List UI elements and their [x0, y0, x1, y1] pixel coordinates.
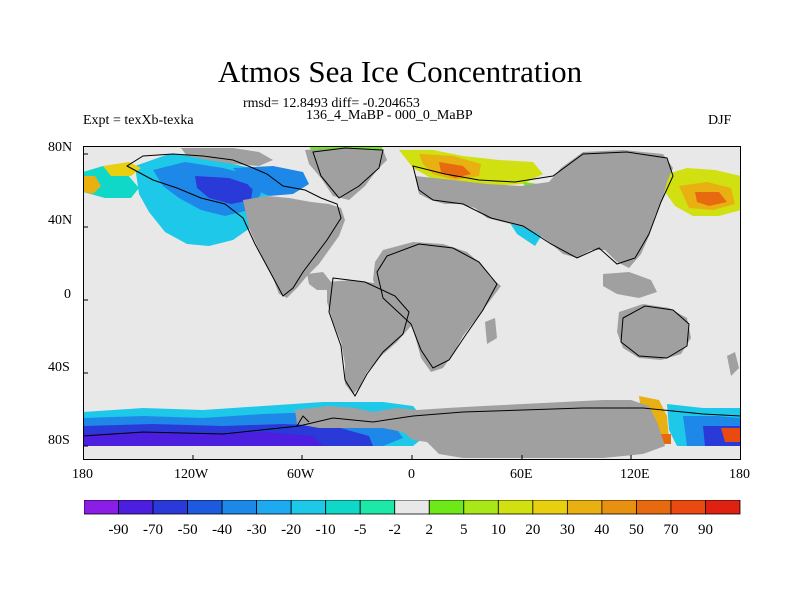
colorbar-box-5	[256, 500, 292, 515]
lon-tick-180e: 180	[729, 467, 750, 482]
colorbar-box-12	[497, 500, 534, 515]
okhotsk-anomaly-core	[695, 192, 727, 206]
colorbar-label-11: 10	[491, 522, 506, 538]
coast-antarctica	[83, 407, 741, 437]
colorbar-label-6: -10	[316, 522, 336, 538]
colorbar-label-16: 70	[663, 522, 678, 538]
land-mask	[181, 148, 739, 458]
lat-tick-80s: 80S	[48, 433, 70, 448]
southern-ocean-west-deep	[83, 432, 323, 446]
colorbar-label-0: -90	[109, 522, 129, 538]
colorbar-box-8	[359, 500, 396, 515]
colorbar-box-18	[705, 500, 741, 515]
coast-greenland	[312, 147, 384, 199]
lat-tick-40n: 40N	[48, 213, 73, 228]
colorbar-box-3	[187, 500, 223, 515]
colorbar-labels: -90 -70 -50 -40 -30 -20 -10 -5 -2 2 5 10 20 30 40 50 70 9…	[109, 522, 713, 538]
colorbar-label-12: 20	[525, 522, 540, 538]
colorbar-box-0	[84, 500, 119, 515]
colorbar-label-10: 5	[460, 522, 468, 538]
colorbar-label-8: -2	[388, 522, 401, 538]
lon-tick-60w: 60W	[287, 467, 315, 482]
lat-tick-80n: 80N	[48, 140, 73, 155]
bering-positive	[103, 162, 141, 176]
colorbar-label-4: -30	[247, 522, 267, 538]
colorbar-label-14: 40	[594, 522, 609, 538]
colorbar: -90 -70 -50 -40 -30 -20 -10 -5 -2 2 5 10 20 30 40 50 70 9…	[84, 500, 741, 538]
colorbar-label-13: 30	[560, 522, 575, 538]
colorbar-label-1: -70	[143, 522, 163, 538]
colorbar-label-7: -5	[354, 522, 367, 538]
colorbar-label-15: 50	[629, 522, 644, 538]
colorbar-box-17	[670, 500, 706, 515]
colorbar-label-2: -50	[178, 522, 198, 538]
colorbar-box-6	[290, 500, 327, 515]
land-eurasia	[415, 150, 673, 268]
coast-africa	[376, 243, 498, 369]
colorbar-box-4	[221, 500, 258, 515]
lon-tick-60e: 60E	[510, 467, 533, 482]
colorbar-label-17: 90	[698, 522, 713, 538]
coast-north-america	[126, 153, 342, 297]
lon-tick-0: 0	[408, 467, 415, 482]
land-new-zealand	[727, 352, 739, 376]
colorbar-label-9: 2	[426, 522, 434, 538]
sea-ice-map	[83, 146, 741, 460]
land-north-america	[243, 196, 345, 298]
lat-tick-40s: 40S	[48, 360, 70, 375]
colorbar-label-3: -40	[212, 522, 232, 538]
coast-eurasia	[412, 151, 674, 265]
periods-subtitle: 136_4_MaBP - 000_0_MaBP	[306, 108, 473, 123]
lon-tick-120w: 120W	[174, 467, 209, 482]
hudson-anomaly	[233, 166, 309, 196]
colorbar-box-2	[152, 500, 188, 515]
coastlines	[83, 147, 741, 437]
plot-title: Atmos Sea Ice Concentration	[217, 54, 583, 89]
coast-south-america	[328, 277, 410, 397]
north-pacific-anomaly-core	[195, 176, 253, 204]
season-label: DJF	[708, 113, 732, 128]
colorbar-box-13	[532, 500, 568, 515]
lon-tick-180w: 180	[72, 467, 93, 482]
colorbar-box-9	[394, 500, 430, 515]
colorbar-box-1	[118, 500, 154, 515]
southern-ocean-east-red	[721, 428, 741, 442]
colorbar-box-14	[566, 500, 603, 515]
land-central-america	[307, 272, 331, 290]
coast-australia	[620, 305, 690, 359]
land-madagascar	[485, 318, 497, 344]
land-africa	[373, 242, 501, 372]
land-australia	[617, 304, 691, 360]
map-tick-marks	[83, 153, 632, 460]
coast-antarctic-peninsula	[296, 415, 310, 427]
colorbar-box-16	[636, 500, 672, 515]
land-greenland	[305, 148, 387, 200]
stats-subtitle: rmsd= 12.8493 diff= -0.204653	[243, 96, 420, 111]
colorbar-label-5: -20	[281, 522, 301, 538]
far-west-positive	[83, 176, 101, 194]
land-arctic-islands	[181, 148, 273, 166]
colorbar-box-10	[428, 500, 465, 515]
colorbar-box-15	[601, 500, 637, 515]
experiment-label: Expt = texXb-texka	[83, 113, 194, 128]
lon-tick-120e: 120E	[620, 467, 650, 482]
colorbar-boxes	[84, 500, 741, 515]
colorbar-box-11	[463, 500, 499, 515]
lat-tick-0: 0	[64, 287, 71, 302]
colorbar-box-7	[325, 500, 361, 515]
land-antarctica	[295, 400, 665, 458]
land-se-asia-islands	[603, 272, 657, 298]
